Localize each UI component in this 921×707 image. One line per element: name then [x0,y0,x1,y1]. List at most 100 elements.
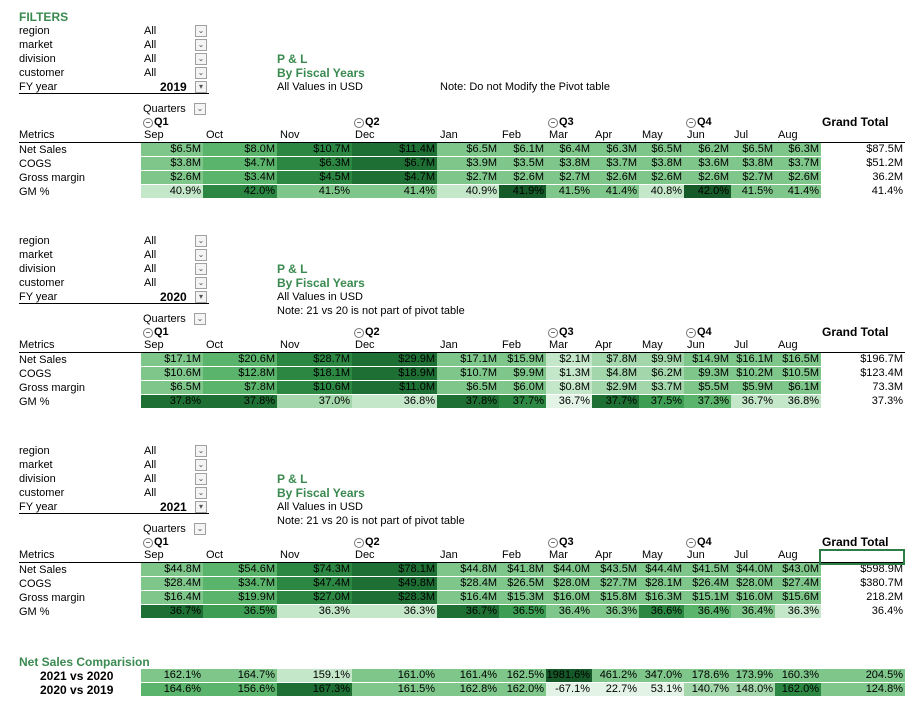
data-cell[interactable]: 37.8% [203,395,277,408]
data-cell[interactable]: 37.5% [639,395,684,408]
grand-total-cell[interactable]: $380.7M [860,577,903,589]
quarter-header-q2[interactable]: − Q2 [354,326,380,339]
data-cell[interactable]: $3.8M [731,157,775,170]
comparison-cell[interactable]: 156.6% [203,683,277,696]
filter-dropdown-button[interactable]: ⌄ [195,445,207,457]
collapse-icon[interactable]: − [143,328,153,338]
data-cell[interactable]: 37.0% [277,395,352,408]
data-cell[interactable]: 36.3% [352,605,437,618]
quarters-dropdown-button[interactable]: ⌄ [194,523,206,535]
data-cell[interactable]: $2.6M [775,171,821,184]
data-cell[interactable]: $10.7M [277,143,352,156]
quarter-header-q1[interactable]: − Q1 [143,326,169,339]
data-cell[interactable]: $6.5M [141,143,203,156]
filter-dropdown-button[interactable]: ⌄ [195,53,207,65]
data-cell[interactable]: $10.7M [437,367,499,380]
comparison-total-cell[interactable]: 124.8% [821,683,905,696]
data-cell[interactable]: $3.5M [499,157,546,170]
data-cell[interactable]: $15.6M [775,591,821,604]
data-cell[interactable]: $9.3M [684,367,731,380]
data-cell[interactable]: $28.4M [141,577,203,590]
filter-dropdown-button[interactable]: ⌄ [195,39,207,51]
data-cell[interactable]: 37.3% [684,395,731,408]
filter-value-customer[interactable]: All [144,277,157,289]
data-cell[interactable]: 36.3% [277,605,352,618]
grand-total-cell[interactable]: $196.7M [860,353,903,365]
data-cell[interactable]: $9.9M [499,367,546,380]
filter-value-customer[interactable]: All [144,67,157,79]
data-cell[interactable]: $6.7M [352,157,437,170]
quarter-header-q3[interactable]: − Q3 [548,326,574,339]
filter-dropdown-button[interactable]: ⌄ [195,277,207,289]
data-cell[interactable]: $9.9M [639,353,684,366]
data-cell[interactable]: $16.0M [546,591,592,604]
comparison-cell[interactable]: 22.7% [592,683,639,696]
data-cell[interactable]: $29.9M [352,353,437,366]
filter-dropdown-button[interactable]: ⌄ [195,459,207,471]
data-cell[interactable]: $6.5M [141,381,203,394]
data-cell[interactable]: $27.4M [775,577,821,590]
data-cell[interactable]: 36.7% [731,395,775,408]
quarter-header-q1[interactable]: − Q1 [143,116,169,129]
data-cell[interactable]: $16.4M [141,591,203,604]
grand-total-cell[interactable]: $598.9M [860,563,903,575]
data-cell[interactable]: $27.7M [592,577,639,590]
fy-year-value[interactable]: 2019 [160,80,187,94]
comparison-cell[interactable]: 173.9% [731,669,775,682]
data-cell[interactable]: $6.5M [731,143,775,156]
data-cell[interactable]: 37.8% [141,395,203,408]
comparison-cell[interactable]: 162.0% [499,683,546,696]
comparison-cell[interactable]: 164.6% [141,683,203,696]
data-cell[interactable]: $15.8M [592,591,639,604]
collapse-icon[interactable]: − [354,328,364,338]
grand-total-cell[interactable]: 37.3% [871,395,903,407]
data-cell[interactable]: $2.9M [592,381,639,394]
data-cell[interactable]: $2.7M [546,171,592,184]
grand-total-cell[interactable]: 73.3M [872,381,903,393]
quarter-header-q1[interactable]: − Q1 [143,536,169,549]
data-cell[interactable]: $54.6M [203,563,277,576]
data-cell[interactable]: $44.0M [546,563,592,576]
data-cell[interactable]: $41.8M [499,563,546,576]
data-cell[interactable]: 36.6% [639,605,684,618]
data-cell[interactable]: $6.5M [437,381,499,394]
collapse-icon[interactable]: − [354,118,364,128]
quarter-header-q4[interactable]: − Q4 [686,116,712,129]
filter-value-region[interactable]: All [144,235,157,247]
filter-value-division[interactable]: All [144,53,157,65]
filter-dropdown-button[interactable]: ⌄ [195,235,207,247]
comparison-cell[interactable]: 148.0% [731,683,775,696]
fy-filter-button[interactable]: ▾ [195,501,207,513]
data-cell[interactable]: $18.9M [352,367,437,380]
data-cell[interactable]: 42.0% [203,185,277,198]
data-cell[interactable]: $6.3M [592,143,639,156]
quarter-header-q2[interactable]: − Q2 [354,116,380,129]
data-cell[interactable]: $5.5M [684,381,731,394]
filter-dropdown-button[interactable]: ⌄ [195,249,207,261]
data-cell[interactable]: 36.4% [731,605,775,618]
fy-year-value[interactable]: 2020 [160,290,187,304]
data-cell[interactable]: $44.8M [437,563,499,576]
grand-total-cell[interactable]: $123.4M [860,367,903,379]
data-cell[interactable]: $3.7M [639,381,684,394]
data-cell[interactable]: 36.7% [546,395,592,408]
fy-filter-button[interactable]: ▾ [195,81,207,93]
data-cell[interactable]: $11.4M [352,143,437,156]
data-cell[interactable]: $14.9M [684,353,731,366]
collapse-icon[interactable]: − [143,538,153,548]
data-cell[interactable]: $7.8M [592,353,639,366]
comparison-cell[interactable]: 160.3% [775,669,821,682]
data-cell[interactable]: 36.7% [141,605,203,618]
data-cell[interactable]: 40.9% [141,185,203,198]
comparison-cell[interactable]: 178.6% [684,669,731,682]
quarter-header-q3[interactable]: − Q3 [548,536,574,549]
data-cell[interactable]: $16.3M [639,591,684,604]
data-cell[interactable]: $44.0M [731,563,775,576]
grand-total-cell[interactable]: 36.2M [872,171,903,183]
data-cell[interactable]: 36.5% [499,605,546,618]
data-cell[interactable]: $43.5M [592,563,639,576]
fy-year-value[interactable]: 2021 [160,500,187,514]
quarter-header-q2[interactable]: − Q2 [354,536,380,549]
data-cell[interactable]: $26.4M [684,577,731,590]
comparison-cell[interactable]: 162.1% [141,669,203,682]
